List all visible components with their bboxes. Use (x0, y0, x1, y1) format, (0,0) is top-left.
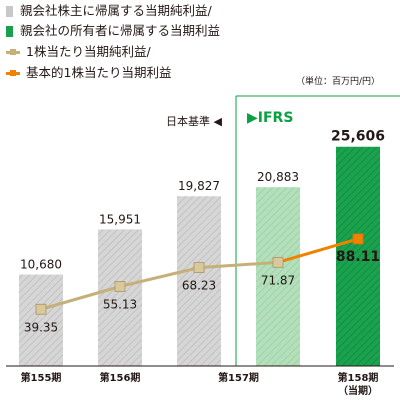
x-tick-label-3-sub: （当期） (338, 384, 378, 397)
eps-marker-1 (114, 281, 126, 292)
x-tick-label-3: 第158期 (338, 371, 379, 384)
japan-gaap-label: 日本基準 ◀ (166, 113, 222, 129)
bar-2 (177, 196, 221, 366)
legend-label: 親会社の所有者に帰属する当期利益 (20, 23, 221, 38)
x-tick-label-2: 第157期 (218, 371, 259, 384)
legend-label: 基本的1株当たり当期利益 (26, 65, 172, 80)
legend-line-swatch (6, 70, 20, 76)
japan-gaap-text: 日本基準 (166, 115, 210, 128)
bar-value-label-4: 25,606 (331, 129, 385, 145)
bar-1 (98, 229, 142, 366)
bar-0 (19, 274, 63, 366)
bar-value-label-0: 10,680 (20, 258, 62, 272)
ifrs-text: IFRS (257, 110, 294, 126)
ifrs-label: ▶IFRS (247, 110, 293, 126)
eps-value-label-0: 39.35 (24, 320, 58, 334)
eps-marker-0 (35, 303, 47, 315)
unit-label: （単位：百万円/円） (295, 77, 380, 87)
eps-value-label-4: 88.11 (336, 249, 380, 265)
eps-line-segment-2 (198, 260, 279, 270)
left-arrow-icon: ◀ (213, 115, 222, 128)
eps-value-label-1: 55.13 (103, 297, 137, 311)
eps-marker-2 (193, 262, 205, 274)
bar-value-label-2: 19,827 (178, 179, 220, 193)
legend-swatch (6, 26, 13, 37)
right-arrow-icon: ▶ (247, 110, 258, 126)
bar-4 (336, 146, 380, 366)
bar-value-label-3: 20,883 (257, 170, 299, 184)
eps-marker-4 (352, 233, 364, 245)
bar-value-label-1: 15,951 (99, 212, 141, 226)
eps-line-segment-1 (119, 266, 200, 288)
x-tick-label-0: 第155期 (21, 371, 62, 384)
eps-line-segment-3 (277, 237, 359, 264)
legend-marker (10, 49, 16, 55)
eps-line-segment-0 (40, 285, 121, 311)
eps-value-label-2: 68.23 (182, 279, 216, 293)
legend-swatch (6, 6, 13, 17)
eps-value-label-3: 71.87 (261, 273, 295, 287)
x-tick-label-1: 第156期 (100, 371, 141, 384)
eps-marker-3 (272, 256, 284, 268)
legend-line-swatch (6, 49, 20, 55)
legend-marker (10, 70, 16, 76)
bar-3 (256, 187, 300, 366)
legend-label: 親会社株主に帰属する当期純利益/ (20, 3, 212, 18)
legend-label: 1株当たり当期純利益/ (26, 44, 151, 59)
